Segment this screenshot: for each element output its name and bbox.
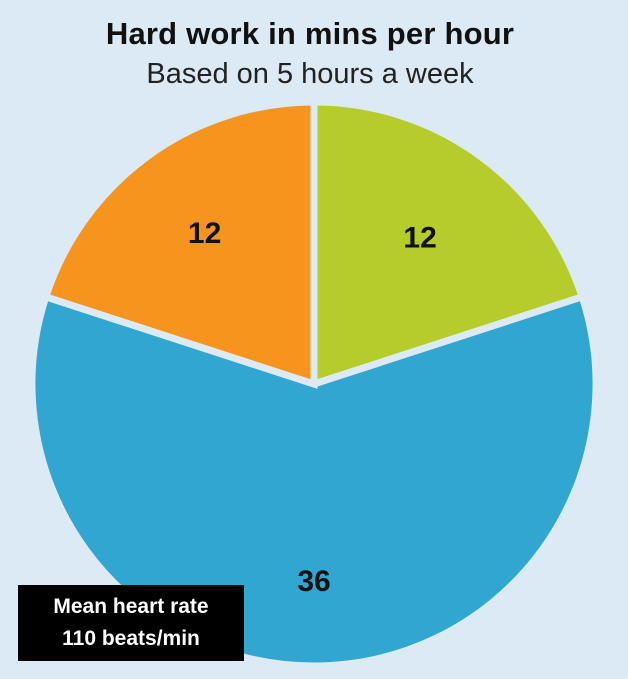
pie-slice-label-3: 12 (188, 217, 221, 250)
pie-slice-label-2: 36 (297, 565, 330, 598)
pie-slice-1 (310, 98, 587, 389)
badge-line-1: Mean heart rate (53, 595, 209, 618)
pie-slice-3 (41, 98, 318, 389)
heart-rate-badge: Mean heart rate 110 beats/min (18, 585, 244, 661)
pie-slice-label-1: 12 (403, 221, 436, 254)
chart-subtitle: Based on 5 hours a week (146, 58, 474, 90)
badge-line-2: 110 beats/min (62, 627, 200, 650)
pie-labels: 12 36 12 (188, 217, 437, 598)
pie-slice-2 (28, 292, 600, 670)
chart-title: Hard work in mins per hour (105, 16, 515, 51)
pie-slices (28, 98, 600, 670)
